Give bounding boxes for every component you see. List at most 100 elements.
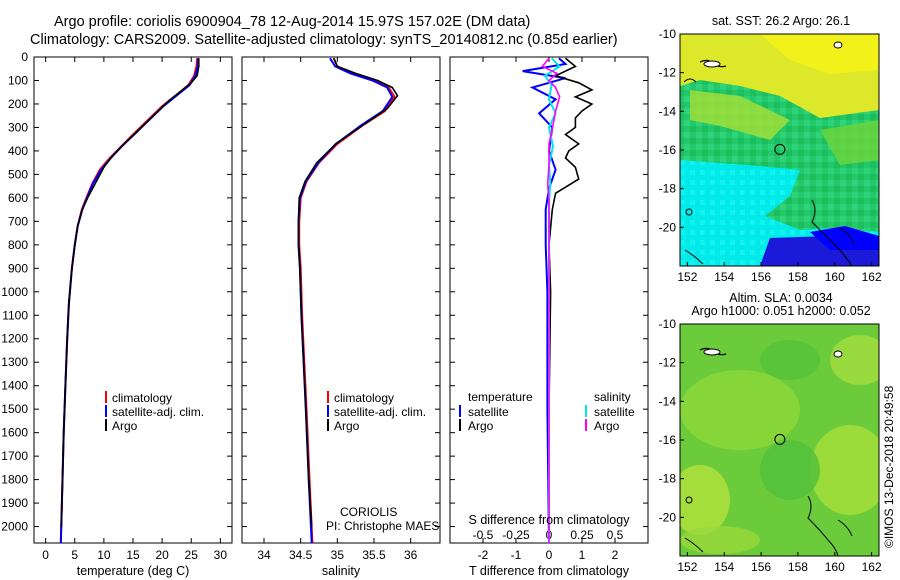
map-y-tick-label: -16 — [659, 433, 677, 447]
depth-axis: 0 100 200 300 400 500 600 700 800 900 1000 1100 1200… — [1, 50, 28, 534]
temperature-xlabel: temperature (deg C) — [77, 564, 190, 578]
salinity-panel-frame — [241, 56, 441, 544]
map-y-tick-label: -12 — [659, 66, 677, 80]
series-climatology — [298, 57, 396, 544]
legend-argo: Argo — [112, 419, 138, 433]
depth-tick-label: 1700 — [1, 449, 28, 463]
map-x-tick-label: 152 — [677, 270, 697, 284]
x-tick-label: 35 — [331, 548, 345, 562]
series-temperature-satellite — [522, 57, 568, 544]
map-y-tick-label: -10 — [659, 317, 677, 331]
sla-map-axes: 152 154 156 158 160 162 -10 -12 -14 -16 -18 -20 — [659, 317, 882, 574]
sst-map-axes: 152 154 156 158 160 162 -10 -12 -14 -16 -18 -20 — [659, 27, 882, 284]
x-tick-label: 34 — [257, 548, 271, 562]
x-tick-label: 5 — [71, 548, 78, 562]
map-y-tick-label: -14 — [659, 104, 677, 118]
map-y-tick-label: -20 — [659, 220, 677, 234]
x-tick-label: 1 — [579, 548, 586, 562]
depth-tick-label: 1000 — [1, 285, 28, 299]
depth-tick-label: 1800 — [1, 473, 28, 487]
x-tick-label: 34.5 — [289, 548, 313, 562]
depth-tick-label: 1300 — [1, 355, 28, 369]
depth-tick-label: 200 — [8, 97, 28, 111]
sla-argo-position-marker — [774, 433, 786, 445]
sla-map-title-2: Argo h1000: 0.051 h2000: 0.052 — [691, 304, 870, 318]
difference-plot: -2 -1 0 1 2-0.5 -0.25 0 0.25 0.5 — [450, 56, 648, 562]
series-satellite-adj-clim- — [297, 57, 394, 544]
depth-tick-label: 0 — [21, 50, 28, 64]
title-line-2: Climatology: CARS2009. Satellite-adjuste… — [30, 32, 618, 48]
x-tick-label: 0 — [546, 548, 553, 562]
x-tick-label: 30 — [214, 548, 228, 562]
series-climatology — [59, 58, 199, 544]
sst-map-field — [680, 34, 879, 266]
difference-legend: temperature satellite Argo salinity sate… — [459, 390, 635, 433]
depth-tick-label: 400 — [8, 144, 28, 158]
depth-tick-label: 600 — [8, 191, 28, 205]
sla-map-field — [680, 324, 879, 556]
map-y-tick-label: -18 — [659, 472, 677, 486]
depth-tick-label: 800 — [8, 238, 28, 252]
map-x-tick-label: 156 — [751, 270, 771, 284]
legend-temperature-title: temperature — [468, 390, 533, 404]
salinity-legend: climatology satellite-adj. clim. Argo CO… — [326, 391, 439, 533]
s-diff-tick-label: 0.5 — [607, 528, 624, 542]
title-line-1: Argo profile: coriolis 6900904_78 12-Aug… — [54, 14, 530, 30]
map-x-tick-label: 162 — [862, 270, 882, 284]
x-tick-label: 0 — [42, 548, 49, 562]
series-temperature-argo — [548, 57, 594, 527]
salinity-xlabel: salinity — [322, 564, 361, 578]
map-x-tick-label: 154 — [714, 270, 734, 284]
source-label: CORIOLIS — [340, 505, 397, 519]
map-x-tick-label: 152 — [677, 560, 697, 574]
depth-tick-label: 1400 — [1, 379, 28, 393]
sst-argo-position-marker — [774, 143, 786, 155]
legend-temp-argo: Argo — [468, 419, 494, 433]
depth-tick-label: 1500 — [1, 402, 28, 416]
map-y-tick-label: -20 — [659, 510, 677, 524]
series-salinity-argo — [541, 57, 561, 543]
sst-map-title: sat. SST: 26.2 Argo: 26.1 — [712, 14, 850, 28]
legend-sal-satellite: satellite — [594, 405, 635, 419]
map-x-tick-label: 162 — [862, 560, 882, 574]
imos-credit: ©IMOS 13-Dec-2018 20:49:58 — [882, 385, 896, 548]
depth-tick-label: 300 — [8, 120, 28, 134]
map-x-tick-label: 154 — [714, 560, 734, 574]
x-tick-label: 15 — [126, 548, 140, 562]
depth-tick-label: 1900 — [1, 496, 28, 510]
depth-tick-label: 500 — [8, 167, 28, 181]
depth-tick-label: 1600 — [1, 426, 28, 440]
map-x-tick-label: 160 — [825, 560, 845, 574]
x-tick-label: 2 — [612, 548, 619, 562]
legend-salinity-title: salinity — [594, 390, 631, 404]
series-argo — [297, 57, 399, 527]
temperature-plot: 0 5 10 15 20 25 30 — [34, 56, 232, 562]
x-tick-label: 10 — [97, 548, 111, 562]
s-diff-tick-label: -0.25 — [502, 528, 530, 542]
x-tick-label: 20 — [155, 548, 169, 562]
x-tick-label: -2 — [478, 548, 489, 562]
map-y-tick-label: -16 — [659, 143, 677, 157]
legend-temp-satellite: satellite — [468, 405, 509, 419]
x-tick-label: 25 — [185, 548, 199, 562]
pi-label: PI: Christophe MAES — [326, 519, 439, 533]
sla-map-title-1: Altim. SLA: 0.0034 — [729, 291, 833, 305]
legend-satellite: satellite-adj. clim. — [334, 405, 426, 419]
legend-climatology: climatology — [334, 391, 394, 405]
legend-sal-argo: Argo — [594, 419, 620, 433]
map-y-tick-label: -10 — [659, 27, 677, 41]
map-x-tick-label: 160 — [825, 270, 845, 284]
s-difference-label: S difference from climatology — [469, 513, 631, 527]
legend-argo: Argo — [334, 419, 360, 433]
map-x-tick-label: 158 — [788, 270, 808, 284]
map-x-tick-label: 158 — [788, 560, 808, 574]
s-diff-tick-label: 0.25 — [570, 528, 594, 542]
depth-tick-label: 700 — [8, 214, 28, 228]
map-y-tick-label: -18 — [659, 182, 677, 196]
depth-tick-label: 900 — [8, 261, 28, 275]
depth-tick-label: 1100 — [2, 308, 28, 322]
difference-xlabel: T difference from climatology — [469, 564, 630, 578]
x-tick-label: 36 — [404, 548, 418, 562]
temperature-legend: climatology satellite-adj. clim. Argo — [105, 391, 204, 433]
